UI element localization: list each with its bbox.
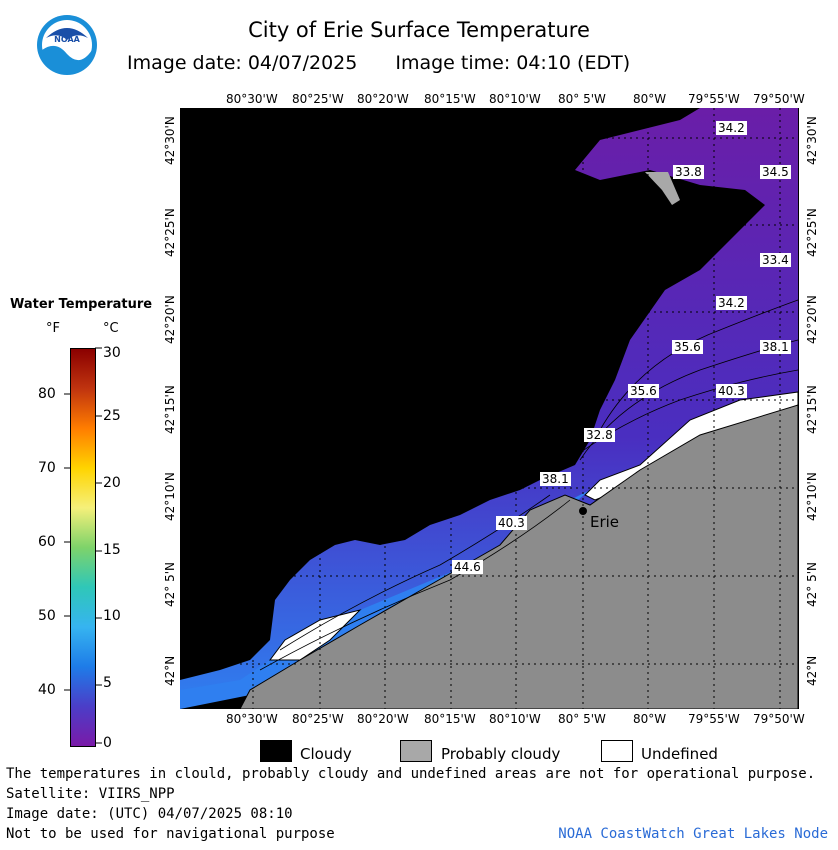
image-time: Image time: 04:10 (EDT) — [395, 52, 631, 74]
key-probably-cloudy-label: Probably cloudy — [441, 745, 561, 763]
bottom-longitude-axis: 80°30'W 80°25'W 80°20'W 80°15'W 80°10'W … — [0, 712, 838, 728]
key-cloudy-swatch — [260, 740, 292, 762]
temp-label: 44.6 — [452, 560, 483, 574]
lat-tick: 42°20'N — [805, 295, 819, 344]
colorbar-ticks — [64, 347, 102, 744]
satellite-info: Satellite: VIIRS_NPP — [6, 786, 175, 802]
noaa-logo-icon — [37, 15, 97, 75]
credit: NOAA CoastWatch Great Lakes Node — [558, 826, 828, 842]
lat-tick: 42°20'N — [163, 295, 177, 344]
lat-tick: 42° 5'N — [163, 562, 177, 607]
lon-tick: 80°30'W — [226, 92, 278, 106]
lon-tick: 80°W — [633, 92, 667, 106]
lat-tick: 42°30'N — [805, 116, 819, 165]
c-label: 20 — [103, 475, 121, 491]
lat-tick: 42°N — [805, 655, 819, 686]
lon-tick: 80°10'W — [489, 712, 541, 726]
lon-tick: 79°50'W — [753, 92, 805, 106]
lon-tick: 80°15'W — [424, 712, 476, 726]
temp-label: 38.1 — [760, 340, 791, 354]
lon-tick: 80°30'W — [226, 712, 278, 726]
city-label: Erie — [590, 513, 620, 531]
temperature-map — [180, 108, 799, 709]
lat-tick: 42°25'N — [163, 208, 177, 257]
lat-tick: 42° 5'N — [805, 562, 819, 607]
c-label: 25 — [103, 408, 121, 424]
temp-label: 40.3 — [716, 384, 747, 398]
key-probably-cloudy-swatch — [400, 740, 432, 762]
c-label: 0 — [103, 735, 112, 751]
temp-label: 38.1 — [540, 472, 571, 486]
lon-tick: 80° 5'W — [558, 92, 606, 106]
erie-marker — [579, 507, 587, 515]
lat-tick: 42°15'N — [805, 385, 819, 434]
utc-date: Image date: (UTC) 04/07/2025 08:10 — [6, 806, 293, 822]
noaa-logo: NOAA — [36, 14, 98, 76]
f-label: 80 — [38, 386, 56, 402]
page-title: City of Erie Surface Temperature — [248, 18, 590, 42]
nav-warning: Not to be used for navigational purpose — [6, 826, 335, 842]
temp-label: 35.6 — [628, 384, 659, 398]
lon-tick: 80°20'W — [357, 712, 409, 726]
logo-text: NOAA — [54, 35, 80, 44]
image-date: Image date: 04/07/2025 — [127, 52, 358, 74]
probably-cloudy-area — [645, 172, 680, 205]
lon-tick: 79°55'W — [688, 92, 740, 106]
c-label: 15 — [103, 542, 121, 558]
unit-fahrenheit: °F — [46, 321, 60, 336]
lat-tick: 42°15'N — [163, 385, 177, 434]
c-label: 5 — [103, 675, 112, 691]
unit-celsius: °C — [103, 321, 119, 336]
lon-tick: 80°20'W — [357, 92, 409, 106]
f-label: 70 — [38, 460, 56, 476]
lon-tick: 79°50'W — [753, 712, 805, 726]
lon-tick: 80° 5'W — [558, 712, 606, 726]
f-label: 60 — [38, 534, 56, 550]
lon-tick: 80°10'W — [489, 92, 541, 106]
lon-tick: 80°W — [633, 712, 667, 726]
lon-tick: 80°25'W — [292, 712, 344, 726]
image-date-time: Image date: 04/07/2025 Image time: 04:10 … — [127, 52, 630, 74]
f-label: 40 — [38, 682, 56, 698]
water-area — [180, 108, 798, 705]
temp-label: 32.8 — [584, 428, 615, 442]
disclaimer: The temperatures in clould, probably clo… — [6, 766, 816, 782]
lat-tick: 42°10'N — [805, 472, 819, 521]
temp-label: 34.5 — [760, 165, 791, 179]
temp-label: 33.8 — [673, 165, 704, 179]
key-cloudy-label: Cloudy — [300, 745, 352, 763]
c-label: 30 — [103, 345, 121, 361]
temp-label: 34.2 — [716, 296, 747, 310]
temp-label: 40.3 — [496, 516, 527, 530]
lon-tick: 80°25'W — [292, 92, 344, 106]
lon-tick: 79°55'W — [688, 712, 740, 726]
lat-tick: 42°30'N — [163, 116, 177, 165]
f-label: 50 — [38, 608, 56, 624]
lat-tick: 42°N — [163, 655, 177, 686]
c-label: 10 — [103, 608, 121, 624]
key-undefined-label: Undefined — [641, 745, 718, 763]
legend-title: Water Temperature — [10, 297, 153, 312]
temp-label: 35.6 — [672, 340, 703, 354]
top-longitude-axis: 80°30'W 80°25'W 80°20'W 80°15'W 80°10'W … — [0, 92, 838, 108]
key-undefined-swatch — [601, 740, 633, 762]
colorbar — [70, 348, 96, 747]
lat-tick: 42°10'N — [163, 472, 177, 521]
lon-tick: 80°15'W — [424, 92, 476, 106]
lat-tick: 42°25'N — [805, 208, 819, 257]
grid-lines — [180, 108, 798, 709]
temp-label: 34.2 — [716, 121, 747, 135]
temp-label: 33.4 — [760, 253, 791, 267]
